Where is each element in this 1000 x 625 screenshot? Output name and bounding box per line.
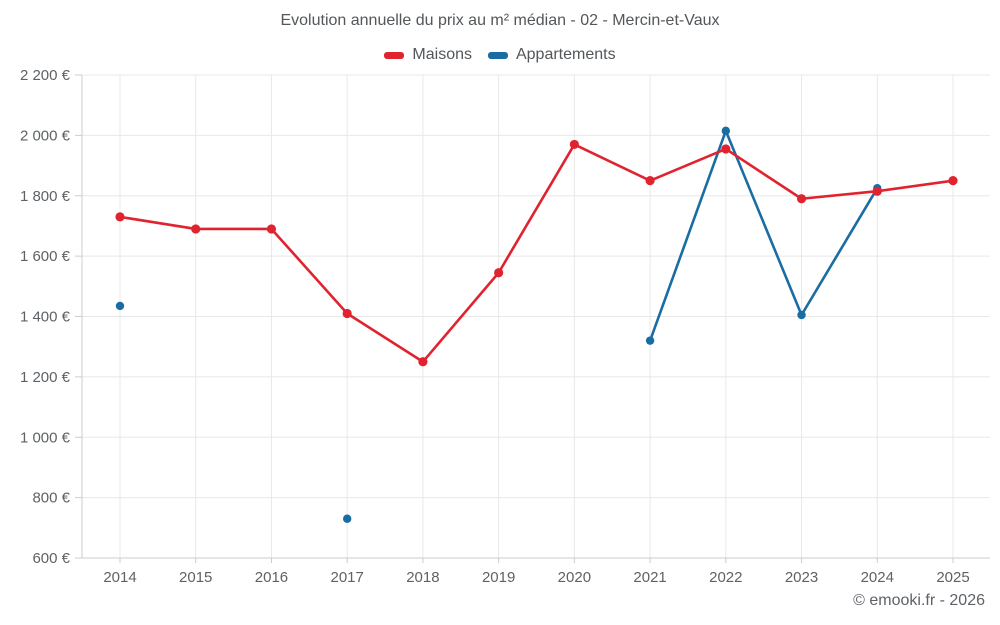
data-point-appartements-2023 bbox=[797, 310, 806, 320]
x-axis-tick-label: 2025 bbox=[936, 569, 969, 586]
data-point-maisons-2020 bbox=[569, 139, 579, 150]
data-point-maisons-2018 bbox=[418, 357, 428, 367]
x-axis-tick-label: 2019 bbox=[482, 569, 515, 586]
series-line-appartements bbox=[648, 129, 879, 342]
x-axis-tick-label: 2016 bbox=[255, 569, 288, 586]
y-axis-tick-label: 2 000 € bbox=[20, 127, 71, 144]
x-axis-tick-label: 2015 bbox=[179, 569, 212, 586]
y-axis-tick-label: 1 400 € bbox=[20, 309, 71, 326]
data-point-appartements-2017 bbox=[342, 514, 352, 523]
data-point-appartements-2014 bbox=[115, 301, 125, 311]
legend-label-maisons: Maisons bbox=[412, 46, 472, 63]
data-point-maisons-2025 bbox=[948, 176, 958, 186]
y-axis-tick-label: 600 € bbox=[32, 550, 70, 567]
x-axis-tick-label: 2024 bbox=[861, 569, 894, 586]
y-axis-tick-label: 2 200 € bbox=[20, 67, 71, 84]
x-axis-tick-label: 2023 bbox=[785, 569, 818, 586]
data-point-appartements-2022 bbox=[721, 126, 731, 136]
legend-swatch-appartements bbox=[487, 51, 508, 59]
x-axis-tick-label: 2018 bbox=[406, 569, 439, 586]
legend-item-maisons[interactable]: Maisons bbox=[384, 46, 472, 64]
data-point-maisons-2024 bbox=[872, 186, 882, 196]
legend-item-appartements[interactable]: Appartements bbox=[487, 46, 616, 64]
data-point-maisons-2014 bbox=[115, 212, 125, 222]
data-point-appartements-2021 bbox=[645, 336, 655, 345]
legend: Maisons Appartements bbox=[0, 46, 1000, 64]
data-point-maisons-2021 bbox=[645, 176, 655, 186]
data-point-maisons-2019 bbox=[494, 268, 504, 278]
data-point-maisons-2022 bbox=[721, 144, 731, 154]
y-axis-tick-label: 800 € bbox=[32, 490, 70, 507]
x-axis-tick-label: 2017 bbox=[330, 569, 363, 586]
x-axis-tick-label: 2014 bbox=[103, 569, 136, 586]
data-point-maisons-2016 bbox=[266, 224, 277, 234]
y-axis-tick-label: 1 000 € bbox=[20, 429, 71, 446]
data-point-maisons-2023 bbox=[796, 194, 807, 204]
x-axis-tick-label: 2022 bbox=[709, 569, 742, 586]
chart-title: Evolution annuelle du prix au m² médian … bbox=[280, 12, 720, 29]
series-line-maisons bbox=[118, 143, 955, 364]
copyright-credit: © emooki.fr - 2026 bbox=[853, 592, 985, 609]
legend-swatch-maisons bbox=[384, 51, 405, 59]
legend-label-appartements: Appartements bbox=[515, 46, 616, 63]
data-point-maisons-2017 bbox=[342, 308, 352, 319]
x-axis-tick-label: 2020 bbox=[558, 569, 591, 586]
y-axis-tick-label: 1 200 € bbox=[20, 369, 71, 386]
y-axis-tick-label: 1 600 € bbox=[20, 248, 71, 265]
x-axis-tick-label: 2021 bbox=[633, 569, 666, 586]
y-axis-tick-label: 1 800 € bbox=[20, 188, 71, 205]
data-point-maisons-2015 bbox=[191, 224, 201, 234]
